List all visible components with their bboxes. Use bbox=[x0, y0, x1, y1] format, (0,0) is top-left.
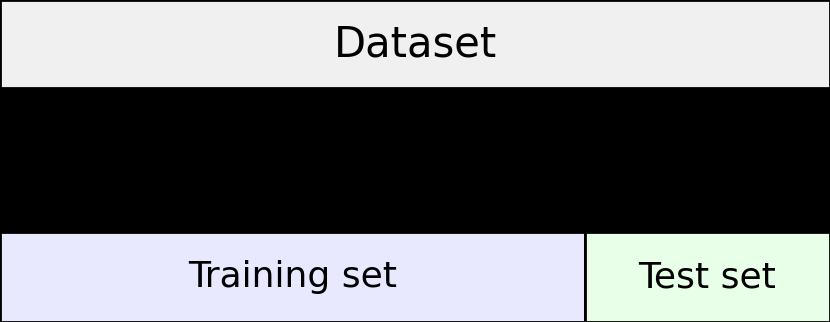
Text: Test set: Test set bbox=[638, 260, 776, 294]
Bar bbox=[585, 232, 830, 322]
Text: Dataset: Dataset bbox=[334, 23, 496, 65]
Bar bbox=[0, 0, 830, 88]
Text: Training set: Training set bbox=[188, 260, 397, 294]
Bar bbox=[0, 232, 585, 322]
